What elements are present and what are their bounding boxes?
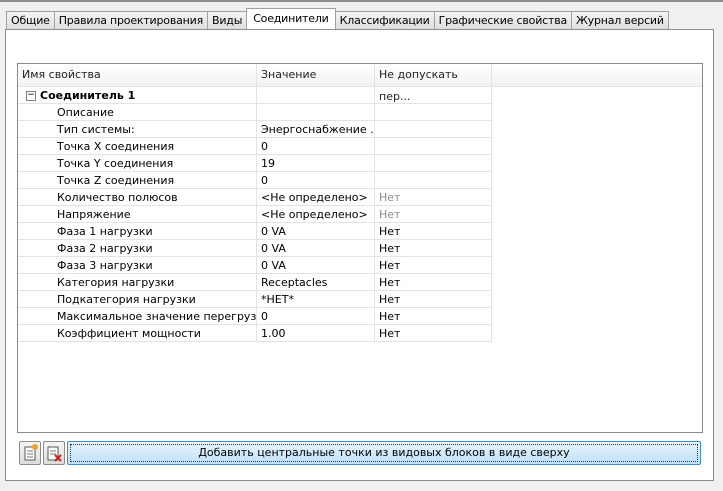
property-name: Тип системы: [57, 123, 135, 136]
property-name: Коэффициент мощности [57, 327, 201, 340]
property-name: Описание [57, 106, 114, 119]
property-value[interactable]: 0 [257, 138, 375, 155]
property-value[interactable]: <Не определено> [257, 189, 375, 206]
property-name: Точка Y соединения [57, 157, 174, 170]
property-row[interactable]: Количество полюсов <Не определено> Нет [18, 189, 702, 206]
column-header-value[interactable]: Значение [257, 64, 375, 86]
grid-header: Имя свойства Значение Не допускать пер..… [18, 64, 702, 103]
property-lock[interactable]: Нет [375, 206, 492, 223]
property-row[interactable]: Точка X соединения 0 [18, 138, 702, 155]
property-value[interactable]: 0 VA [257, 257, 375, 274]
property-row[interactable]: Точка Z соединения 0 [18, 172, 702, 189]
group-label: Соединитель 1 [40, 89, 136, 102]
add-center-points-button[interactable]: Добавить центральные точки из видовых бл… [67, 441, 701, 465]
property-lock[interactable] [375, 121, 492, 138]
property-row[interactable]: Подкатегория нагрузки *НЕТ* Нет [18, 291, 702, 308]
property-lock[interactable]: Нет [375, 308, 492, 325]
property-lock[interactable] [375, 155, 492, 172]
remove-connector-button[interactable] [43, 441, 65, 465]
property-name: Точка X соединения [57, 140, 175, 153]
property-lock[interactable]: Нет [375, 325, 492, 342]
property-value[interactable]: 19 [257, 155, 375, 172]
column-header-name[interactable]: Имя свойства [18, 64, 257, 86]
property-value[interactable]: 0 VA [257, 240, 375, 257]
property-row[interactable]: Категория нагрузки Receptacles Нет [18, 274, 702, 291]
tab-1[interactable]: Правила проектирования [53, 11, 208, 29]
property-value[interactable] [257, 104, 375, 121]
property-lock[interactable]: Нет [375, 274, 492, 291]
tab-5[interactable]: Графические свойства [433, 11, 573, 29]
add-connector-icon [24, 444, 38, 461]
property-name: Максимальное значение перегрузки... [57, 310, 257, 323]
property-row[interactable]: Фаза 3 нагрузки 0 VA Нет [18, 257, 702, 274]
property-lock[interactable] [375, 172, 492, 189]
property-row[interactable]: Точка Y соединения 19 [18, 155, 702, 172]
property-value[interactable]: 0 [257, 172, 375, 189]
property-name: Категория нагрузки [57, 276, 175, 289]
property-value[interactable]: 1.00 [257, 325, 375, 342]
property-row[interactable]: Фаза 1 нагрузки 0 VA Нет [18, 223, 702, 240]
property-value[interactable]: *НЕТ* [257, 291, 375, 308]
property-value[interactable]: 0 [257, 308, 375, 325]
tab-2[interactable]: Виды [207, 11, 248, 29]
property-value[interactable]: Энергоснабжение ... [257, 121, 375, 138]
add-connector-button[interactable] [19, 441, 41, 465]
property-lock[interactable]: Нет [375, 257, 492, 274]
property-row[interactable]: Тип системы: Энергоснабжение ... [18, 121, 702, 138]
property-grid: Имя свойства Значение Не допускать пер..… [17, 63, 703, 433]
tab-6[interactable]: Журнал версий [571, 11, 669, 29]
property-value[interactable]: <Не определено> [257, 206, 375, 223]
property-name: Фаза 3 нагрузки [57, 259, 153, 272]
tab-3[interactable]: Соединители [246, 8, 336, 29]
property-lock[interactable] [375, 138, 492, 155]
property-row[interactable]: Фаза 2 нагрузки 0 VA Нет [18, 240, 702, 257]
property-lock[interactable]: Нет [375, 240, 492, 257]
window-border [0, 0, 723, 2]
property-lock[interactable]: Нет [375, 291, 492, 308]
property-name: Напряжение [57, 208, 131, 221]
property-row[interactable]: Коэффициент мощности 1.00 Нет [18, 325, 702, 342]
remove-connector-icon [47, 446, 62, 462]
property-name: Подкатегория нагрузки [57, 293, 196, 306]
property-name: Фаза 2 нагрузки [57, 242, 153, 255]
tab-bar: Общие Правила проектирования Виды Соедините… [6, 8, 669, 30]
property-name: Фаза 1 нагрузки [57, 225, 153, 238]
property-row[interactable]: Описание [18, 104, 702, 121]
column-header-lock[interactable]: Не допускать пер... [375, 64, 492, 103]
tab-0[interactable]: Общие [6, 11, 55, 29]
collapse-icon[interactable]: − [26, 90, 36, 101]
property-name: Количество полюсов [57, 191, 178, 204]
tab-4[interactable]: Классификации [334, 11, 435, 29]
property-lock[interactable]: Нет [375, 189, 492, 206]
group-row[interactable]: − Соединитель 1 [18, 87, 702, 104]
property-value[interactable]: 0 VA [257, 223, 375, 240]
property-lock[interactable]: Нет [375, 223, 492, 240]
property-name: Точка Z соединения [57, 174, 175, 187]
property-row[interactable]: Напряжение <Не определено> Нет [18, 206, 702, 223]
property-value[interactable]: Receptacles [257, 274, 375, 291]
property-lock[interactable] [375, 104, 492, 121]
